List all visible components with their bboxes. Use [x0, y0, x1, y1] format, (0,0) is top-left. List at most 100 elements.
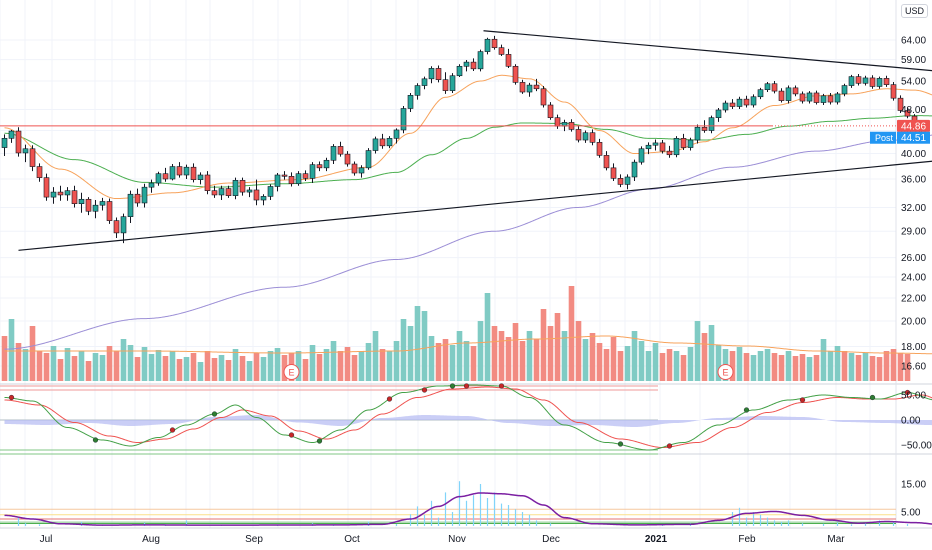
price-tick-label: 20.00	[901, 316, 926, 327]
candle-body	[687, 139, 694, 148]
candle	[428, 66, 435, 84]
candle-body	[582, 132, 589, 141]
candle	[358, 165, 365, 178]
osc-signal-dot	[799, 397, 806, 403]
candle	[190, 163, 197, 183]
candle-body	[50, 191, 57, 198]
candle-body	[743, 98, 750, 106]
volume-bar	[204, 351, 211, 381]
candle-body	[554, 117, 561, 127]
candle-body	[239, 180, 246, 193]
volume-bar	[379, 349, 386, 381]
volume-bar	[792, 356, 799, 381]
candle-body	[750, 96, 757, 106]
candle-body	[547, 104, 554, 118]
candle-body	[694, 126, 701, 141]
candle	[442, 72, 449, 94]
earnings-marker: E	[717, 364, 734, 380]
candle-body	[428, 68, 435, 80]
candle	[708, 115, 715, 134]
osc-signal-dot	[92, 437, 99, 443]
osc-fast-line	[4, 384, 932, 451]
volume-bar	[302, 359, 309, 381]
candle-body	[715, 109, 722, 118]
candle	[127, 190, 134, 224]
volume-bar	[43, 353, 50, 381]
volume-bar	[421, 311, 428, 381]
candle-body	[624, 176, 631, 185]
candle-body	[652, 142, 659, 146]
candle	[253, 179, 260, 206]
volume-bar	[799, 354, 806, 381]
volume-bar	[337, 351, 344, 381]
candle-body	[904, 110, 911, 117]
candle-body	[456, 65, 463, 77]
candle-body	[421, 78, 428, 86]
volume-bar	[64, 348, 71, 381]
volume-bar	[400, 319, 407, 381]
volume-bar	[841, 351, 848, 381]
volume-bar	[8, 319, 15, 381]
candle-body	[316, 164, 323, 169]
volume-bar	[470, 346, 477, 381]
volume-bar	[155, 350, 162, 381]
candle	[799, 91, 806, 104]
price-tick-label: 40.00	[901, 149, 926, 160]
volume-bar	[344, 347, 351, 381]
volume-bar	[834, 346, 841, 381]
candle	[491, 35, 498, 50]
volume-bar	[15, 343, 22, 381]
price-tick-label: 29.00	[901, 227, 926, 238]
candle-body	[330, 146, 337, 161]
candle-body	[890, 84, 897, 99]
time-tick-label: Aug	[142, 534, 160, 545]
candle-body	[64, 190, 71, 196]
time-tick-label: Dec	[542, 534, 560, 545]
candle-body	[169, 166, 176, 180]
candle	[71, 185, 78, 208]
candle-body	[505, 54, 512, 67]
volume-bar	[568, 286, 575, 381]
candle-body	[778, 90, 785, 101]
candle-body	[596, 142, 603, 156]
candle	[848, 74, 855, 88]
candle	[463, 60, 470, 72]
candle-body	[869, 77, 876, 87]
candle-body	[120, 216, 127, 234]
candle	[393, 128, 400, 144]
candle	[260, 194, 267, 206]
volume-bar	[134, 357, 141, 381]
volume-bar	[778, 355, 785, 381]
candle-body	[841, 85, 848, 95]
osc-signal-dot	[316, 438, 323, 444]
candle-body	[365, 150, 372, 169]
volume-bar	[897, 353, 904, 381]
candle	[729, 99, 736, 109]
volume-bar	[78, 351, 85, 381]
price-axis: 64.0059.0054.0048.0044.0040.0036.0032.00…	[901, 36, 926, 373]
candle	[8, 129, 15, 143]
osc-signal-dot	[386, 396, 393, 402]
candle	[575, 126, 582, 143]
candle	[624, 174, 631, 190]
candle-body	[204, 174, 211, 191]
candle-body	[764, 83, 771, 90]
volume-bar	[22, 349, 29, 381]
candle	[99, 197, 106, 211]
candle	[57, 185, 64, 201]
volume-bar	[582, 339, 589, 381]
volume-bar	[736, 347, 743, 381]
candle	[715, 107, 722, 122]
candle-body	[379, 138, 386, 147]
candle-body	[400, 108, 407, 131]
candle-body	[806, 92, 813, 102]
candle	[820, 93, 827, 106]
osc-signal-dot	[211, 411, 218, 417]
candle	[148, 179, 155, 193]
currency-badge[interactable]: USD	[900, 4, 928, 18]
candle-body	[722, 102, 729, 111]
candle-body	[43, 177, 50, 198]
candle-body	[337, 146, 344, 155]
candle	[316, 161, 323, 172]
